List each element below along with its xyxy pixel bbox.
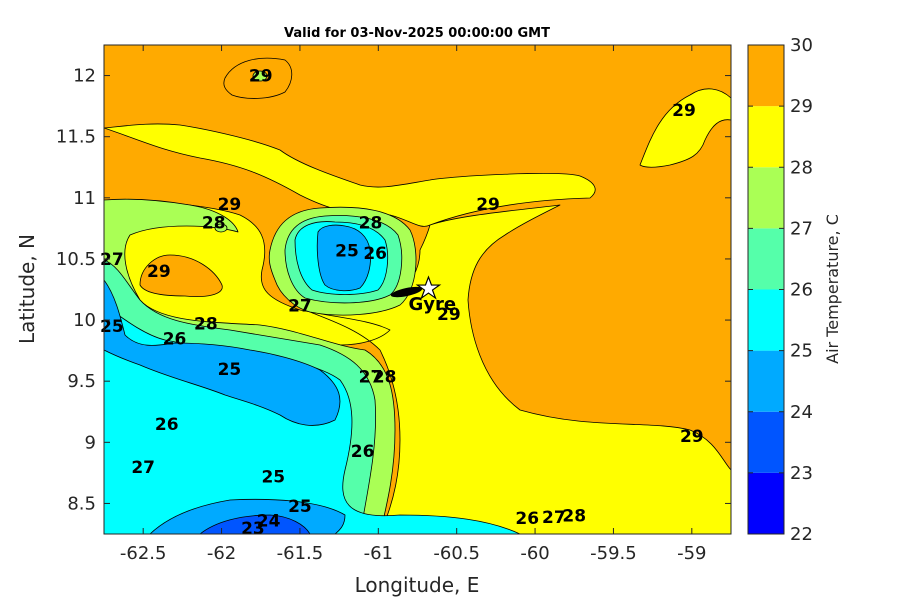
- colorbar-label: Air Temperature, C: [823, 214, 842, 364]
- region-23-24-lake: [316, 224, 371, 292]
- colorbar-band: [748, 167, 784, 229]
- colorbar-band: [748, 106, 784, 168]
- x-axis: -62.5 -62 -61.5 -61 -60.5 -60 -59.5 -59: [120, 45, 707, 564]
- contour-label: 27: [359, 367, 383, 387]
- colorbar-tick-label: 23: [790, 463, 813, 484]
- y-axis: 8.5 9 9.5 10 10.5 11 11.5 12: [56, 66, 731, 514]
- colorbar-band: [748, 45, 784, 107]
- y-tick-label: 10.5: [56, 249, 96, 270]
- contour-label: 25: [288, 497, 312, 517]
- y-tick-label: 12: [73, 66, 96, 87]
- contour-label: 24: [257, 512, 281, 532]
- colorbar-tick-label: 22: [790, 524, 813, 545]
- x-tick-label: -62: [207, 543, 236, 564]
- contour-label: 26: [363, 244, 387, 264]
- y-axis-label: Latitude, N: [15, 234, 39, 344]
- x-tick-label: -61: [364, 543, 393, 564]
- y-tick-label: 11: [73, 188, 96, 209]
- contour-label: 29: [147, 262, 171, 282]
- contour-label: 27: [542, 508, 566, 528]
- contour-label: 25: [335, 241, 359, 261]
- region-27-28-ne: [639, 88, 731, 168]
- x-tick-label: -59: [677, 543, 706, 564]
- colorbar-tick-label: 27: [790, 218, 813, 239]
- contour-label: 29: [249, 67, 273, 87]
- contour-label: 28: [202, 213, 226, 233]
- contour-label: 25: [218, 360, 242, 380]
- colorbar-tick-label: 28: [790, 157, 813, 178]
- contour-label: 28: [373, 367, 397, 387]
- colorbar-band: [748, 350, 784, 412]
- contour-small-island: [214, 223, 228, 233]
- y-tick-label: 9: [85, 432, 96, 453]
- contour-label: 29: [437, 305, 461, 325]
- contour-label: 28: [359, 213, 383, 233]
- colorbar-band: [748, 411, 784, 473]
- station-star-icon: [415, 275, 442, 300]
- y-tick-label: 11.5: [56, 127, 96, 148]
- x-tick-label: -60: [520, 543, 549, 564]
- contour-label: 29: [476, 195, 500, 215]
- colorbar-band: [748, 472, 784, 534]
- x-tick-label: -59.5: [590, 543, 637, 564]
- contour-label: 27: [100, 250, 124, 270]
- colorbar: 22 23 24 25 26 27 28 29 30: [747, 35, 813, 545]
- region-28-29-island: [139, 254, 223, 297]
- contour-label: 26: [515, 509, 539, 529]
- island-shape: [390, 286, 423, 298]
- contour-label: 23: [241, 519, 265, 539]
- plot-frame: [103, 44, 732, 535]
- colorbar-tick-label: 29: [790, 96, 813, 117]
- station-markers: Gyre: [390, 275, 456, 315]
- colorbar-tick-label: 24: [790, 402, 813, 423]
- colorbar-band: [748, 289, 784, 351]
- contour-label: 28: [194, 315, 218, 335]
- contour-label: 29: [218, 195, 242, 215]
- contour-label: 27: [131, 458, 155, 478]
- colorbar-band: [748, 228, 784, 290]
- contour-peak-dot: [252, 70, 268, 82]
- x-tick-label: -62.5: [120, 543, 167, 564]
- chart-title: Valid for 03-Nov-2025 00:00:00 GMT: [284, 26, 550, 41]
- contour-label: 25: [261, 468, 285, 488]
- region-23-24: [104, 279, 341, 426]
- x-axis-label: Longitude, E: [355, 573, 480, 597]
- region-22-23: [199, 514, 311, 534]
- contour-label: 26: [155, 415, 179, 435]
- contour-label: 26: [351, 442, 375, 462]
- colorbar-tick-label: 26: [790, 280, 813, 301]
- x-tick-label: -60.5: [433, 543, 480, 564]
- y-tick-label: 9.5: [67, 371, 96, 392]
- colorbar-tick-label: 30: [790, 35, 813, 56]
- colorbar-tick-label: 25: [790, 341, 813, 362]
- contour-label: 28: [562, 507, 586, 527]
- contour-label: 29: [672, 101, 696, 121]
- contour-label: 29: [680, 427, 704, 447]
- contour-label: 25: [100, 317, 124, 337]
- y-tick-label: 10: [73, 310, 96, 331]
- x-tick-label: -61.5: [277, 543, 324, 564]
- contour-label: 26: [163, 329, 187, 349]
- station-label: Gyre: [408, 294, 456, 315]
- contour-label: 27: [288, 296, 312, 316]
- y-tick-label: 8.5: [67, 493, 96, 514]
